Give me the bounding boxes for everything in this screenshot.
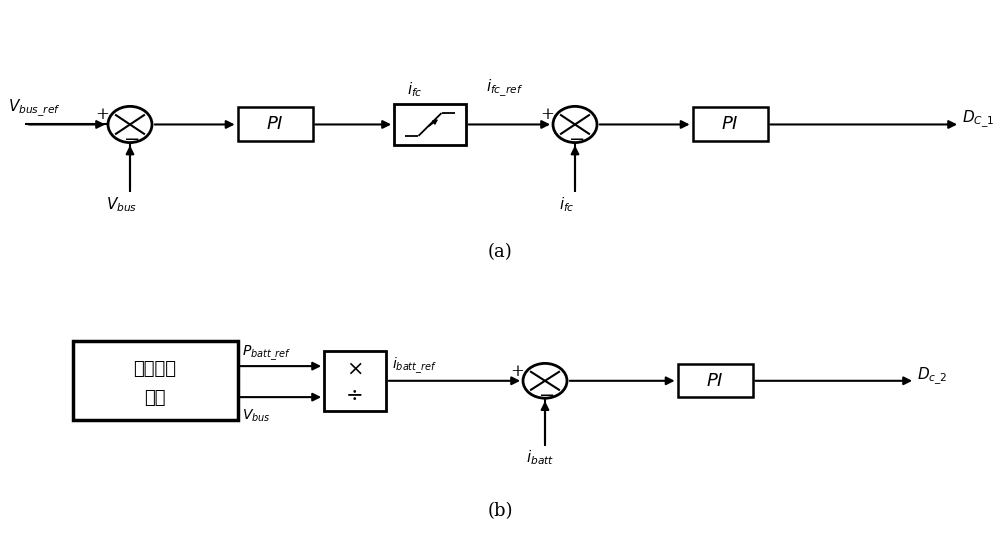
Text: ÷: ÷ (346, 386, 364, 405)
Text: $V_{bus}$: $V_{bus}$ (106, 195, 138, 214)
Text: ×: × (346, 360, 364, 378)
Text: $PI$: $PI$ (706, 372, 724, 390)
Text: $i_{batt\_ref}$: $i_{batt\_ref}$ (392, 356, 437, 376)
Text: $i_{batt}$: $i_{batt}$ (526, 449, 554, 467)
Bar (238, 108, 312, 141)
Text: −: − (539, 387, 555, 405)
Text: $i_{fc\_ref}$: $i_{fc\_ref}$ (486, 78, 524, 99)
Text: $D_{C\_1}$: $D_{C\_1}$ (962, 109, 994, 131)
Bar (692, 108, 768, 141)
Text: (a): (a) (488, 243, 512, 261)
Text: $i_{fc}$: $i_{fc}$ (559, 195, 575, 214)
Text: +: + (540, 106, 554, 123)
Text: −: − (569, 131, 585, 149)
Text: 能量管理: 能量管理 (134, 360, 176, 378)
Text: $i_{fc}$: $i_{fc}$ (407, 81, 423, 99)
Bar (73, 342, 238, 420)
Text: +: + (510, 362, 524, 380)
Bar (678, 364, 753, 397)
Text: +: + (95, 106, 109, 123)
Text: (b): (b) (487, 502, 513, 521)
Text: $V_{bus\_ref}$: $V_{bus\_ref}$ (8, 98, 61, 119)
Text: $PI$: $PI$ (266, 115, 284, 133)
Text: −: − (124, 131, 140, 149)
Bar (394, 104, 466, 145)
Text: $P_{batt\_ref}$: $P_{batt\_ref}$ (242, 343, 291, 363)
Text: 算法: 算法 (144, 389, 166, 407)
Text: $D_{c\_2}$: $D_{c\_2}$ (917, 366, 948, 387)
Text: $PI$: $PI$ (721, 115, 739, 133)
Text: $V_{bus}$: $V_{bus}$ (242, 408, 270, 424)
Bar (324, 351, 386, 411)
